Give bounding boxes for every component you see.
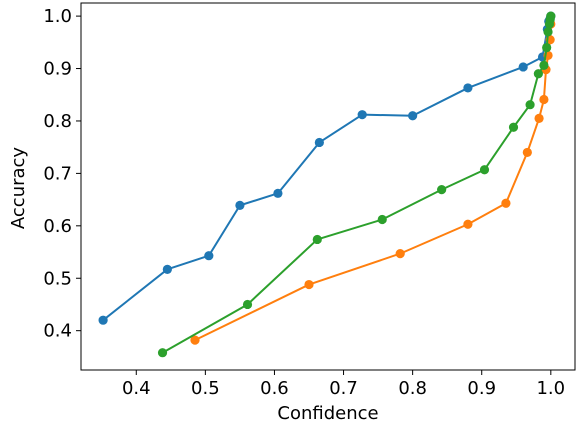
series-3-point: [157, 348, 168, 358]
y-tick-label: 0.7: [43, 163, 72, 184]
series-2-point: [522, 147, 532, 158]
series-3-point: [546, 11, 556, 21]
x-tick-label: 0.6: [260, 378, 289, 399]
series-3-point: [543, 27, 553, 37]
y-tick-label: 0.6: [43, 216, 72, 237]
y-tick-label: 1.0: [43, 6, 72, 27]
series-3-point: [242, 299, 253, 310]
axes: 0.4 0.5 0.6 0.7 0.8 0.9 1.0 0.4 0.5 0.6 0.7 0.8 0.9 1…: [43, 2, 576, 399]
series-2-point: [395, 249, 405, 259]
x-tick-label: 0.9: [467, 378, 496, 399]
x-tick-label: 1.0: [536, 378, 565, 399]
series-3-line: [162, 15, 552, 354]
y-tick-label: 0.4: [43, 321, 72, 342]
series-1-point: [408, 111, 418, 121]
series-2-point: [463, 219, 473, 229]
x-tick-label: 0.4: [122, 378, 151, 399]
x-axis-label: Confidence: [277, 403, 378, 424]
series-2-line: [194, 23, 552, 342]
series-2-point: [534, 113, 544, 123]
series-1-point: [162, 264, 172, 274]
y-tick-label: 0.8: [43, 111, 72, 132]
series-3-point: [542, 42, 552, 53]
series-3-point: [533, 69, 543, 79]
plot-area: [98, 11, 556, 358]
x-tick-label: 0.7: [329, 378, 358, 399]
y-axis-label: Accuracy: [8, 147, 29, 230]
y-tick-label: 0.9: [43, 59, 72, 80]
series-1-point: [273, 188, 283, 198]
series-3-point: [525, 100, 535, 110]
series-2-point: [304, 279, 314, 290]
plot-frame: [80, 2, 576, 371]
series-1-point: [463, 83, 473, 93]
x-tick-label: 0.8: [398, 378, 427, 399]
series-3-point: [377, 214, 387, 225]
series-2-point: [539, 94, 549, 105]
series-1-point: [518, 62, 528, 72]
series-3-point: [508, 122, 519, 132]
series-1-point: [235, 200, 245, 210]
series-3-point: [479, 165, 490, 175]
series-3-point: [437, 185, 447, 195]
series-3-point: [539, 60, 549, 70]
series-2-point: [190, 335, 200, 345]
y-tick-label: 0.5: [43, 268, 72, 289]
series-3-point: [312, 234, 322, 245]
series-2-point: [501, 198, 511, 208]
series-1-point: [314, 137, 324, 148]
series-1-point: [204, 251, 214, 261]
x-tick-label: 0.5: [191, 378, 220, 399]
series-1-point: [357, 110, 367, 120]
series-1-point: [98, 315, 108, 325]
